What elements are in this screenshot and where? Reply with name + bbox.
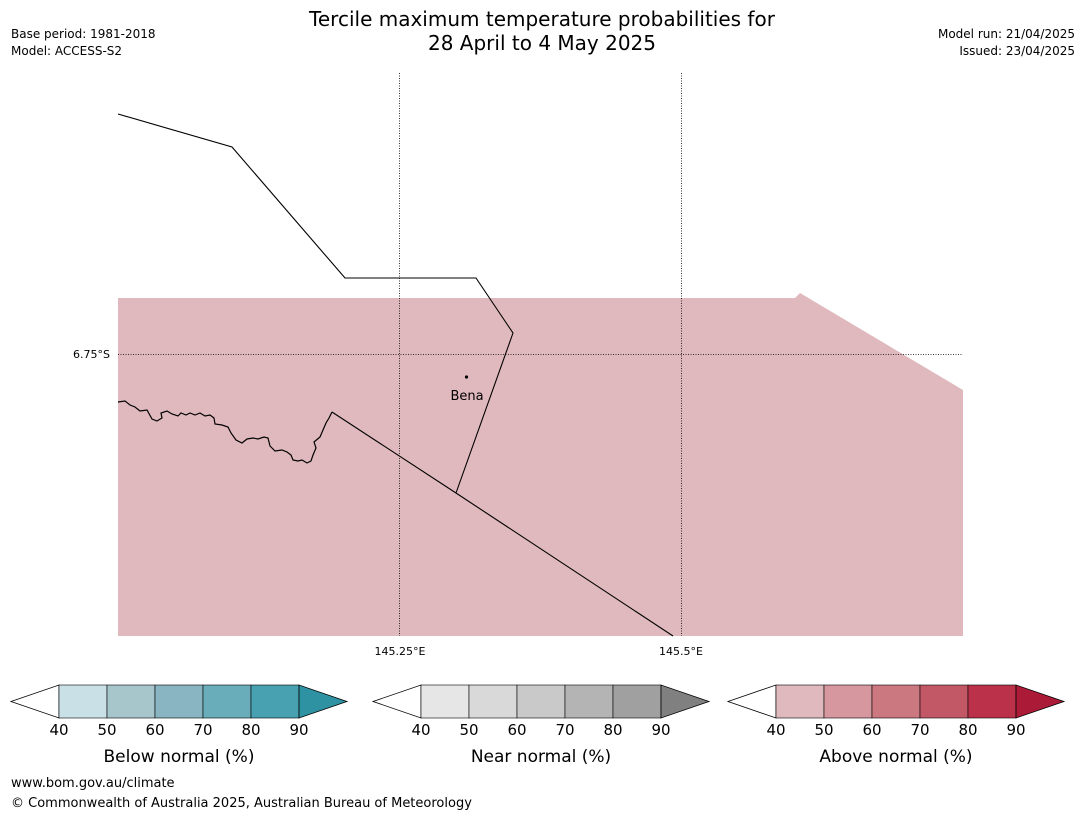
longitude-label-145-25: 145.25°E [375, 645, 426, 658]
colorbar-below-high-extend [298, 684, 349, 719]
title-line-1: Tercile maximum temperature probabilitie… [309, 7, 775, 31]
colorbar-above-segment [967, 684, 1017, 719]
colorbar-above-tick-label: 50 [814, 721, 833, 739]
colorbar-above-segment [871, 684, 921, 719]
colorbar-near-segment [420, 684, 470, 719]
colorbar-below-low-extend [9, 684, 60, 719]
colorbar-near-low-extend [371, 684, 422, 719]
colorbar-above-segment [775, 684, 825, 719]
colorbar-below-tick-label: 40 [49, 721, 68, 739]
colorbar-near-high-extend [660, 684, 711, 719]
footer-copyright: © Commonwealth of Australia 2025, Austra… [11, 796, 472, 811]
longitude-label-145-5: 145.5°E [659, 645, 703, 658]
colorbar-above-segment [823, 684, 873, 719]
colorbar-above-tick-label: 40 [766, 721, 785, 739]
title-line-2: 28 April to 4 May 2025 [428, 31, 656, 55]
colorbar-below-tick-label: 80 [241, 721, 260, 739]
colorbar-above-tick-label: 70 [910, 721, 929, 739]
colorbar-above-low-extend [726, 684, 777, 719]
colorbar-near-segment [516, 684, 566, 719]
colorbar-near-tick-label: 90 [651, 721, 670, 739]
colorbar-below-tick-label: 60 [145, 721, 164, 739]
colorbar-legends: 40 50 60 70 80 90 Below normal (%) 40 50 60 70 80 90… [9, 684, 1066, 767]
colorbar-below-label: Below normal (%) [104, 747, 255, 767]
province-boundary-south [331, 411, 674, 637]
colorbar-above-label: Above normal (%) [819, 747, 972, 767]
colorbar-below-segment [58, 684, 108, 719]
colorbar-above-tick-label: 90 [1006, 721, 1025, 739]
colorbar-below-tick-label: 70 [193, 721, 212, 739]
colorbar-near-label: Near normal (%) [471, 747, 611, 767]
page-title: Tercile maximum temperature probabilitie… [242, 7, 842, 55]
model-text: Model: ACCESS-S2 [11, 44, 123, 58]
colorbar-near-tick-label: 40 [411, 721, 430, 739]
river-line [117, 400, 333, 464]
colorbar-near-tick-label: 70 [555, 721, 574, 739]
colorbar-below-segment [202, 684, 252, 719]
colorbar-near-tick-label: 80 [603, 721, 622, 739]
issued-text: Issued: 23/04/2025 [959, 44, 1075, 58]
colorbar-below-tick-label: 50 [97, 721, 116, 739]
colorbar-above-tick-label: 80 [958, 721, 977, 739]
province-boundary-north [117, 113, 514, 494]
colorbar-below-segment [154, 684, 204, 719]
colorbar-above-segment [919, 684, 969, 719]
colorbar-near-segment [564, 684, 614, 719]
town-label-bena: Bena [450, 389, 483, 404]
colorbar-above-high-extend [1015, 684, 1066, 719]
colorbar-near-segment [612, 684, 662, 719]
colorbar-above-tick-label: 60 [862, 721, 881, 739]
above-normal-shading [118, 293, 963, 636]
colorbar-near-tick-label: 50 [459, 721, 478, 739]
town-marker [464, 375, 469, 379]
colorbar-below-tick-label: 90 [289, 721, 308, 739]
model-run-text: Model run: 21/04/2025 [937, 27, 1075, 41]
base-period-text: Base period: 1981-2018 [11, 27, 156, 41]
colorbar-near-tick-label: 60 [507, 721, 526, 739]
latitude-label: 6.75°S [73, 348, 110, 361]
colorbar-below-segment [250, 684, 300, 719]
colorbar-below-segment [106, 684, 156, 719]
footer-url: www.bom.gov.au/climate [11, 776, 175, 791]
colorbar-near-segment [468, 684, 518, 719]
